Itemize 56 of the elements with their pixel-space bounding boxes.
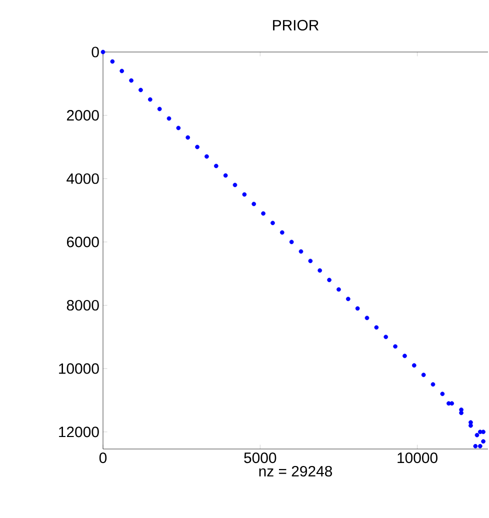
point (120, 68, 124, 74)
point (393, 344, 398, 349)
point (440, 392, 445, 396)
point (110, 59, 115, 64)
point (421, 372, 426, 378)
point (157, 106, 162, 112)
y-tick-label: 4000 (66, 173, 99, 184)
y-tick-label: 6000 (67, 236, 99, 248)
point (446, 401, 451, 406)
x-tick-label: 0 (99, 452, 107, 464)
point (280, 230, 284, 235)
point (289, 240, 294, 244)
point (261, 211, 266, 216)
point (214, 164, 218, 168)
chart-title: PRIOR (273, 20, 318, 30)
x-tick-label: 10000 (398, 452, 438, 464)
point (195, 144, 200, 150)
point (430, 382, 436, 387)
point (186, 135, 190, 140)
y-tick-label: 2000 (66, 110, 99, 121)
point (129, 78, 134, 83)
point (232, 182, 238, 188)
point (481, 430, 486, 434)
y-tick-label: 0 (92, 46, 99, 58)
point (346, 296, 350, 302)
point (252, 202, 256, 206)
point (481, 439, 486, 444)
point (384, 334, 388, 340)
x-axis-title: nz = 29248 (259, 466, 332, 477)
point (176, 126, 181, 130)
point (478, 444, 482, 448)
point (336, 287, 341, 292)
point (374, 325, 379, 330)
point (270, 220, 275, 226)
point (100, 50, 106, 54)
point (474, 432, 480, 438)
point (223, 173, 228, 178)
point (298, 249, 304, 254)
point (364, 316, 370, 320)
y-tick-label: 8000 (66, 300, 99, 311)
x-tick-label: 5000 (244, 452, 276, 464)
point (308, 258, 313, 264)
point (412, 363, 416, 368)
point (166, 116, 172, 121)
y-tick-label: 10000 (59, 363, 99, 374)
point (459, 408, 464, 412)
point (148, 97, 152, 102)
point (242, 192, 247, 197)
point (318, 268, 322, 273)
point (204, 154, 209, 159)
point (138, 88, 143, 92)
point (402, 354, 407, 358)
point (327, 278, 332, 282)
point (473, 444, 478, 448)
y-tick-label: 12000 (59, 426, 99, 438)
point (355, 306, 360, 311)
